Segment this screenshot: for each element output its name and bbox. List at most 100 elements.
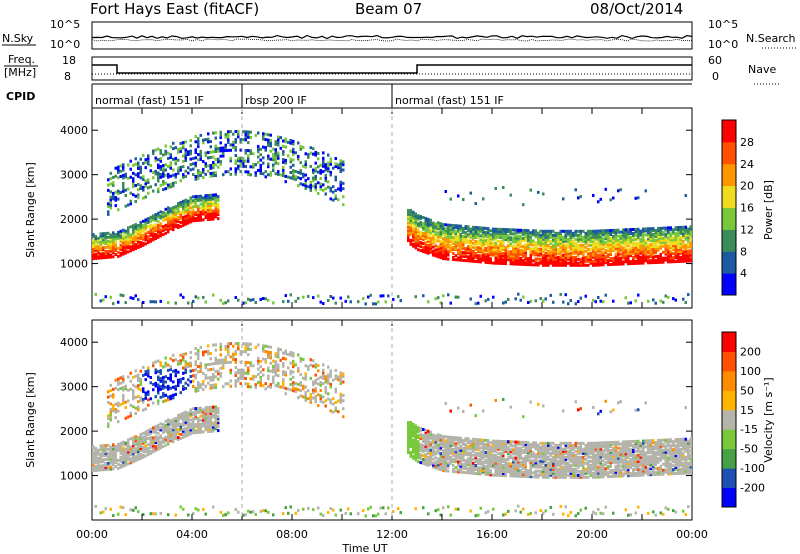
velocity-echo-cell [137,408,140,412]
power-echo-cell [332,190,335,194]
power-echo-cell [162,182,165,186]
power-echo-cell [442,237,445,241]
velocity-echo-cell [207,368,210,372]
power-echo-cell [307,177,310,181]
power-echo-cell [219,298,222,302]
velocity-echo-cell [172,434,175,438]
power-echo-cell [587,251,590,255]
power-echo-cell [224,149,227,152]
power-echo-cell [499,227,502,231]
power-echo-cell [177,204,180,207]
power-echo-cell [142,229,145,233]
power-echo-cell [499,231,502,235]
power-echo-cell [204,204,207,208]
power-echo-cell [557,257,560,261]
power-echo-cell [587,231,590,235]
velocity-echo-cell [159,361,162,365]
power-echo-cell [139,187,142,190]
velocity-echo-cell [197,430,200,434]
velocity-echo-cell [97,458,100,462]
power-echo-cell [187,199,190,203]
date-label: 08/Oct/2014 [590,0,683,18]
velocity-echo-cell [184,368,187,372]
power-echo-cell [669,256,672,260]
velocity-echo-cell [289,377,292,381]
power-echo-cell [334,165,337,168]
power-echo-cell [139,157,142,161]
power-echo-cell [584,245,587,249]
power-echo-cell [439,226,442,230]
power-echo-cell [129,225,132,229]
velocity-echo-cell [182,377,185,381]
power-echo-cell [157,171,160,175]
power-echo-cell [334,175,337,179]
power-echo-cell [142,219,145,223]
power-echo-cell [137,236,140,239]
power-echo-cell [647,229,650,233]
power-echo-cell [319,185,322,188]
power-echo-cell [112,183,115,187]
velocity-echo-cell [152,444,155,448]
power-echo-cell [417,224,420,228]
velocity-echo-cell [424,456,427,460]
power-echo-cell [594,249,597,253]
power-echo-cell [599,237,602,241]
power-echo-cell [534,245,537,249]
power-echo-cell [454,258,457,262]
power-echo-cell [344,299,347,303]
power-echo-cell [682,251,685,255]
velocity-echo-cell [192,411,195,415]
power-echo-cell [597,247,600,251]
power-echo-cell [514,260,517,264]
velocity-echo-cell [419,435,422,439]
velocity-echo-cell [284,373,287,377]
velocity-echo-cell [129,459,132,463]
velocity-echo-cell [279,358,282,362]
power-echo-cell [547,243,550,247]
power-echo-cell [599,253,602,257]
power-echo-cell [554,237,557,241]
power-echo-cell [182,221,185,225]
velocity-echo-cell [219,374,222,378]
velocity-echo-cell [117,382,120,386]
velocity-echo-cell [102,466,105,470]
power-echo-cell [489,243,492,247]
power-echo-cell [459,248,462,252]
velocity-echo-cell [462,440,465,444]
power-echo-cell [544,239,547,243]
velocity-echo-cell [324,391,327,395]
velocity-echo-cell [342,372,345,376]
velocity-echo-cell [104,507,107,511]
power-echo-cell [184,222,187,226]
velocity-echo-cell [162,392,165,396]
power-echo-cell [299,171,302,175]
power-echo-cell [172,222,175,226]
power-echo-cell [604,259,607,263]
velocity-echo-cell [204,414,207,418]
power-echo-cell [679,235,682,239]
velocity-echo-cell [457,464,460,468]
velocity-echo-cell [342,393,345,397]
power-echo-cell [639,229,642,233]
power-echo-cell [677,240,680,243]
velocity-echo-cell [217,429,220,433]
power-echo-cell [539,235,542,239]
power-echo-cell [502,260,505,263]
velocity-echo-cell [429,452,432,456]
power-echo-cell [104,236,107,239]
velocity-echo-cell [292,354,295,358]
power-echo-cell [592,263,595,267]
velocity-echo-cell [192,417,195,421]
power-echo-cell [127,226,130,230]
power-echo-cell [109,201,112,205]
velocity-echo-cell [159,440,162,444]
velocity-echo-cell [289,353,292,357]
power-echo-cell [202,200,205,204]
velocity-echo-cell [439,452,442,456]
power-echo-cell [462,234,465,238]
power-echo-cell [322,164,325,168]
power-echo-cell [524,247,527,250]
power-echo-cell [494,249,497,253]
velocity-echo-cell [469,441,472,445]
velocity-echo-cell [454,460,457,464]
